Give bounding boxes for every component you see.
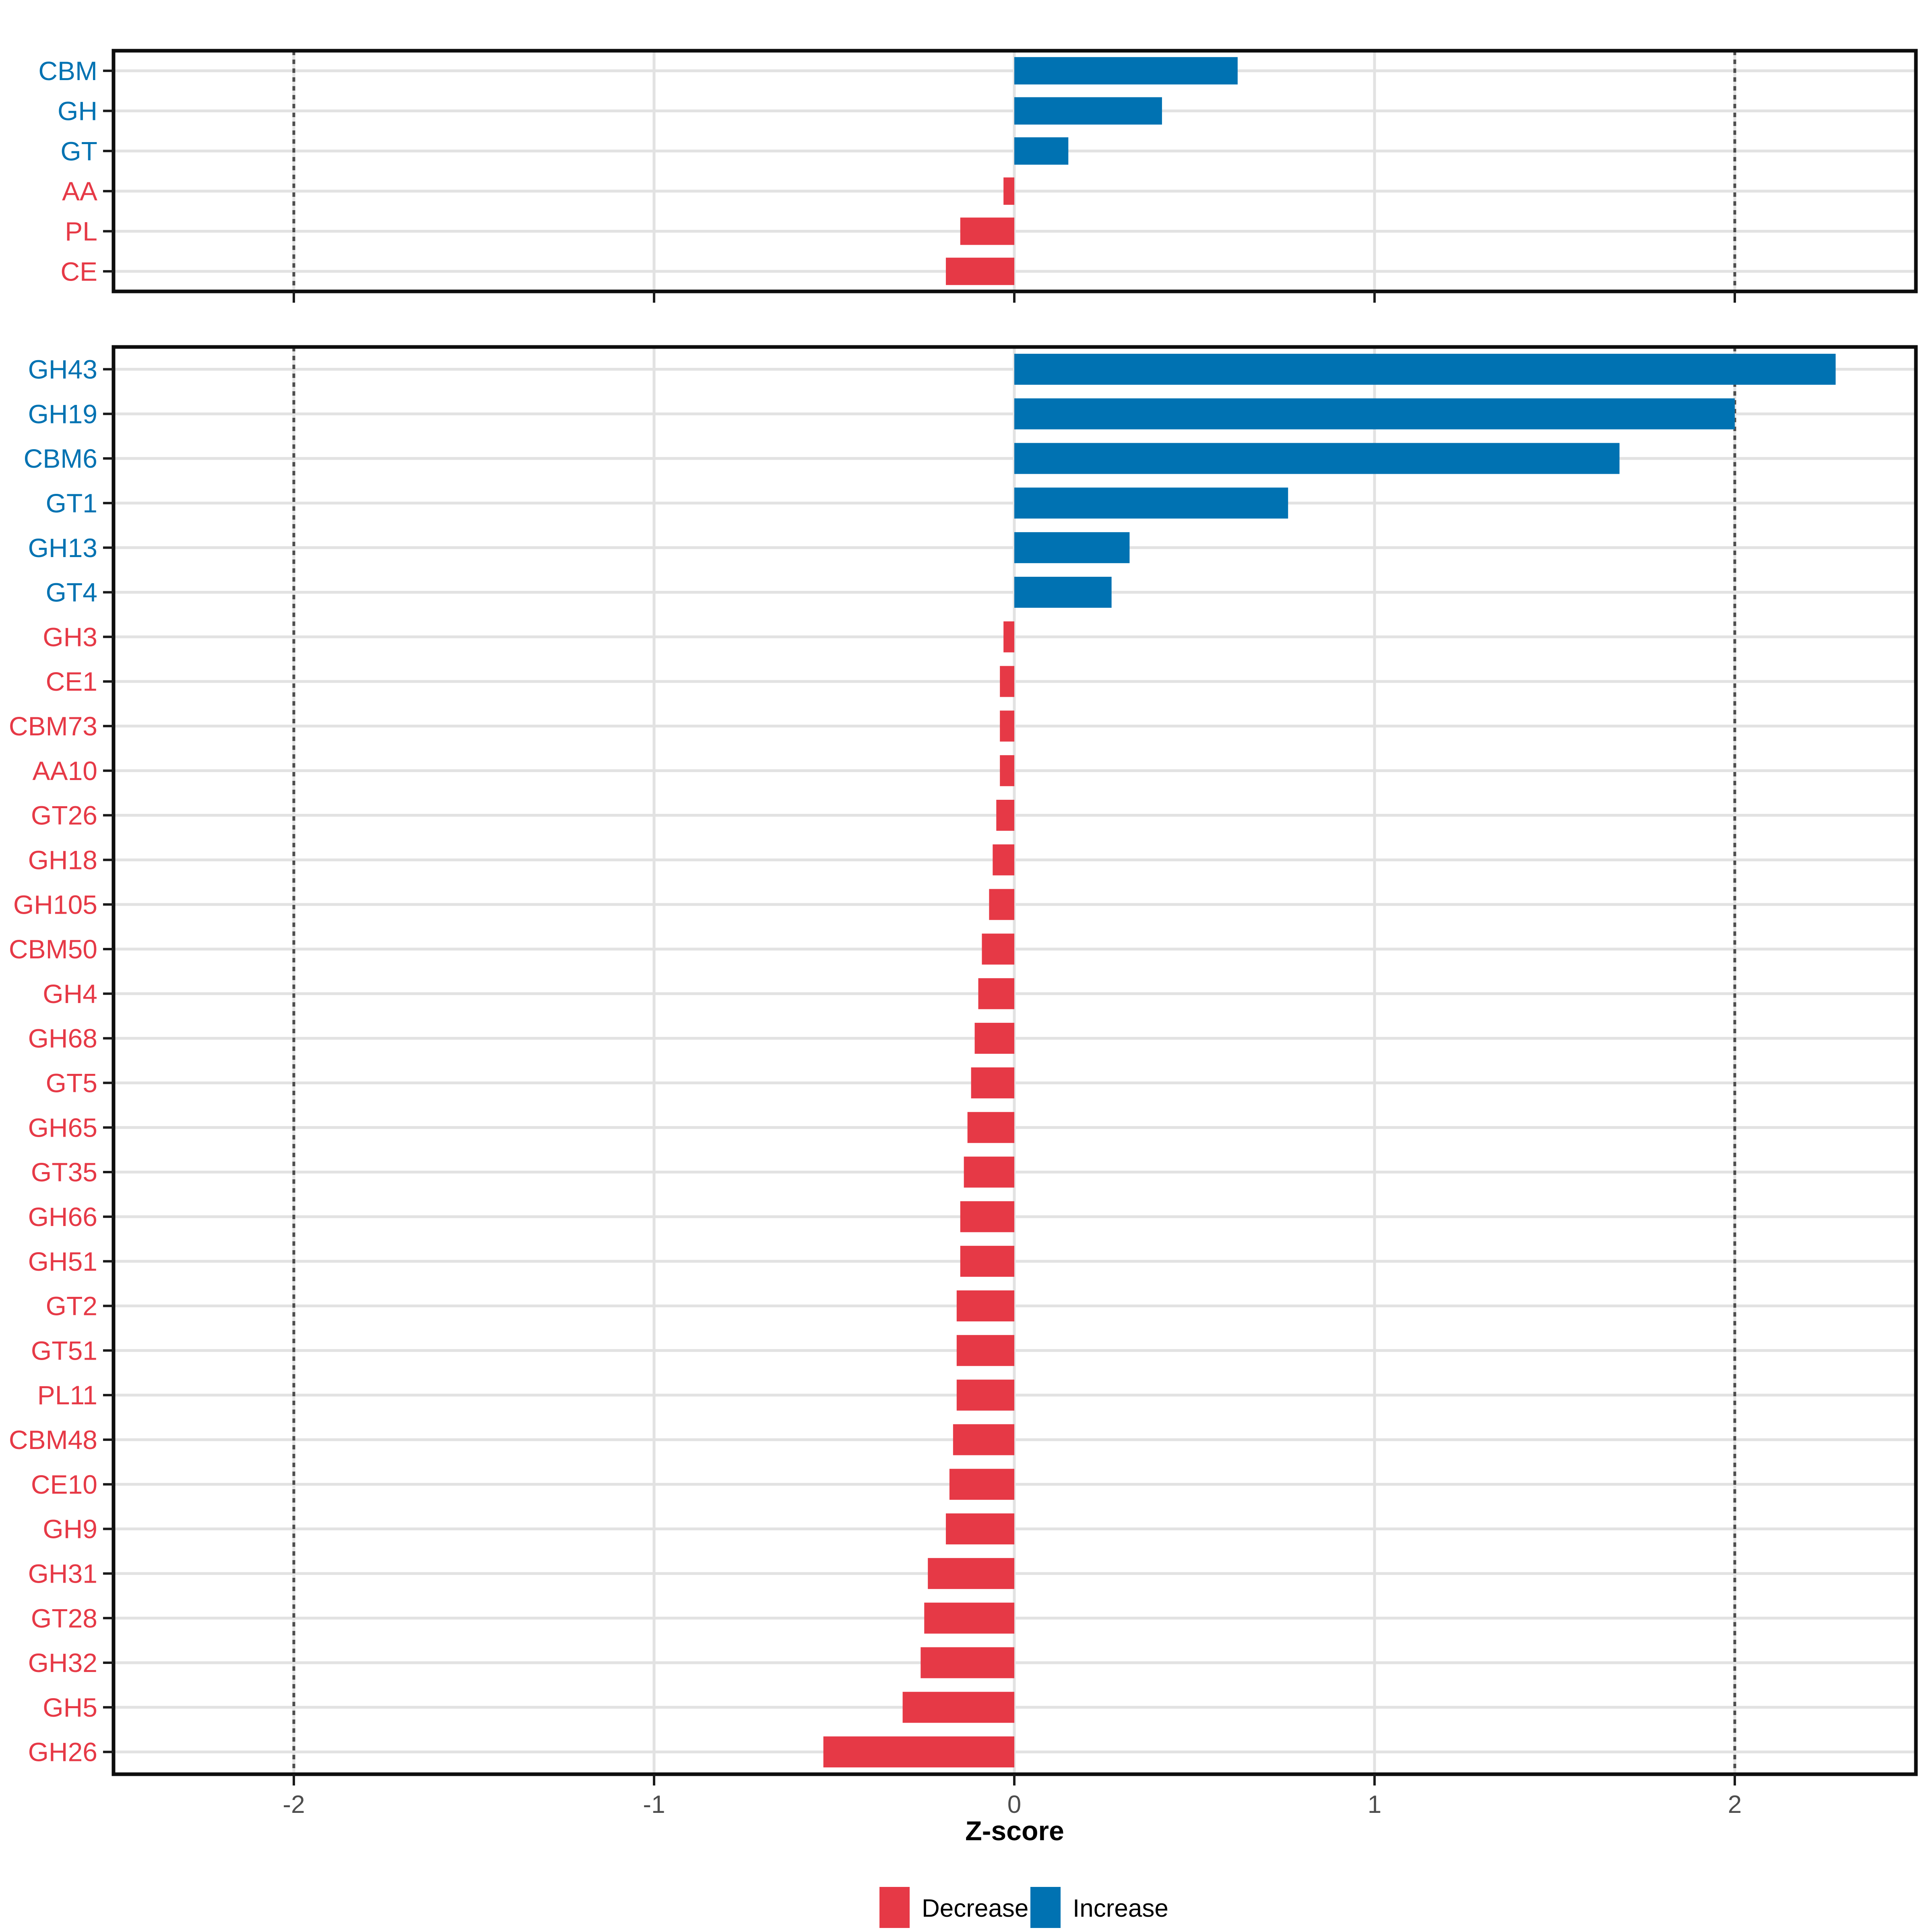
bar-GH3 <box>1003 621 1014 652</box>
bar-GH18 <box>993 844 1014 875</box>
ylabel-GH43: GH43 <box>28 355 97 384</box>
ylabel-GT35: GT35 <box>31 1157 97 1187</box>
ylabel-AA10: AA10 <box>33 756 97 786</box>
ylabel-CE: CE <box>60 256 97 286</box>
ylabel-GH3: GH3 <box>43 622 97 652</box>
bar-GH43 <box>1014 353 1836 385</box>
plot-area: CBM GH GT AA PL CE GH43 GH19 CBM6 GT1 GH13 GT4 GH3 CE… <box>9 49 1918 1818</box>
ylabel-PL: PL <box>65 217 97 246</box>
bar-AA10 <box>1000 755 1014 786</box>
bar-GT35 <box>964 1156 1014 1188</box>
bar-GH68 <box>974 1023 1014 1054</box>
bar-GT2 <box>956 1290 1014 1321</box>
panel-family-detail: GH43 GH19 CBM6 GT1 GH13 GT4 GH3 CE1 CBM73 AA10 GT2… <box>9 345 1918 1818</box>
legend-increase-label: Increase <box>1073 1895 1168 1922</box>
bar-GH51 <box>960 1246 1014 1277</box>
ylabel-CBM6: CBM6 <box>24 444 97 473</box>
bar-CBM6 <box>1014 443 1620 474</box>
ylabel-GT26: GT26 <box>31 801 97 830</box>
legend-increase-swatch <box>1030 1887 1061 1928</box>
legend-decrease-swatch <box>879 1887 910 1928</box>
bar-GT5 <box>971 1067 1014 1098</box>
ylabel-GT1: GT1 <box>46 488 97 518</box>
ylabel-GH13: GH13 <box>28 533 97 563</box>
bar-CE1 <box>1000 666 1014 697</box>
bar-GH5 <box>902 1692 1014 1723</box>
bar-CBM73 <box>1000 710 1014 742</box>
bar-GH9 <box>945 1513 1014 1545</box>
ylabel-GH105: GH105 <box>13 890 97 919</box>
legend-decrease-label: Decrease <box>922 1895 1028 1922</box>
bar-GH13 <box>1014 532 1130 564</box>
bar-CBM50 <box>982 933 1014 965</box>
ylabel-GH65: GH65 <box>28 1113 97 1142</box>
ylabel-GH51: GH51 <box>28 1247 97 1276</box>
panel-class-summary: CBM GH GT AA PL CE <box>38 49 1918 303</box>
xtick-label-1: 1 <box>1368 1791 1381 1818</box>
ylabel-CBM48: CBM48 <box>9 1425 97 1455</box>
ylabel-GT4: GT4 <box>46 578 97 607</box>
xtick-label--2: -2 <box>283 1791 305 1818</box>
bar-GH4 <box>978 978 1014 1009</box>
ylabel-GH4: GH4 <box>43 979 97 1009</box>
xtick-label--1: -1 <box>643 1791 665 1818</box>
ylabel-CBM50: CBM50 <box>9 934 97 964</box>
bar-PL <box>960 217 1014 245</box>
bar-PL11 <box>956 1379 1014 1411</box>
bar-GH26 <box>823 1736 1014 1768</box>
bar-GT1 <box>1014 487 1288 519</box>
ylabel-GT: GT <box>60 136 97 166</box>
bar-AA <box>1003 177 1014 205</box>
ylabel-GH66: GH66 <box>28 1202 97 1232</box>
ylabel-GH32: GH32 <box>28 1648 97 1678</box>
ylabel-AA: AA <box>62 176 97 206</box>
bar-GT4 <box>1014 576 1112 608</box>
ylabel-GH5: GH5 <box>43 1693 97 1722</box>
xtick-label-0: 0 <box>1007 1791 1021 1818</box>
ylabel-CE1: CE1 <box>46 667 97 696</box>
ylabel-GT5: GT5 <box>46 1068 97 1098</box>
bar-GT <box>1014 137 1069 165</box>
ylabel-CBM: CBM <box>38 56 97 86</box>
bar-CBM48 <box>953 1424 1014 1455</box>
bar-GH31 <box>928 1558 1014 1589</box>
xtick-label-2: 2 <box>1728 1791 1742 1818</box>
bar-GH32 <box>921 1647 1014 1678</box>
bar-GH <box>1014 97 1162 125</box>
ylabel-CE10: CE10 <box>31 1470 97 1499</box>
bar-GH66 <box>960 1201 1014 1232</box>
ylabel-GH: GH <box>58 96 97 126</box>
ylabel-GH26: GH26 <box>28 1737 97 1767</box>
bar-GT26 <box>996 800 1014 831</box>
bar-CBM <box>1014 57 1238 85</box>
bar-GT28 <box>924 1602 1014 1634</box>
ylabel-GT51: GT51 <box>31 1335 97 1365</box>
bar-GH19 <box>1014 398 1735 429</box>
legend: Decrease Increase <box>879 1887 1168 1928</box>
ylabel-GH19: GH19 <box>28 399 97 429</box>
ylabel-GT2: GT2 <box>46 1291 97 1321</box>
bar-GT51 <box>956 1335 1014 1366</box>
bar-GH105 <box>989 889 1014 920</box>
ylabel-PL11: PL11 <box>37 1380 97 1410</box>
ylabel-CBM73: CBM73 <box>9 711 97 741</box>
bar-CE <box>945 258 1014 285</box>
ylabel-GH31: GH31 <box>28 1558 97 1588</box>
bar-CE10 <box>949 1469 1014 1500</box>
ylabel-GH9: GH9 <box>43 1514 97 1544</box>
ylabel-GH18: GH18 <box>28 845 97 875</box>
ylabel-GH68: GH68 <box>28 1024 97 1053</box>
ylabel-GT28: GT28 <box>31 1603 97 1633</box>
x-axis-title: Z-score <box>965 1816 1064 1846</box>
bar-GH65 <box>967 1112 1014 1143</box>
